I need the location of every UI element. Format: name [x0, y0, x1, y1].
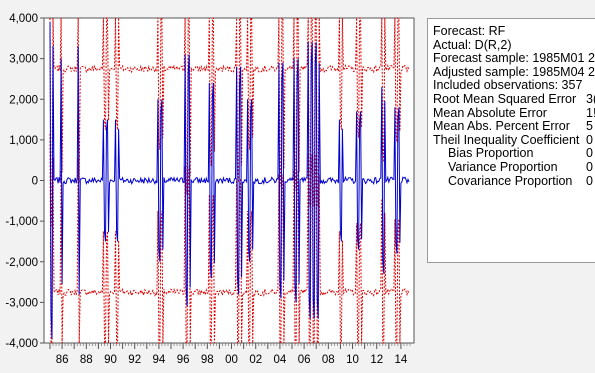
y-tick-label: 2,000	[9, 94, 38, 106]
y-tick-label: -3,000	[5, 297, 38, 309]
x-tick-label: 86	[56, 354, 69, 366]
stat-label: Variance Proportion	[448, 159, 558, 174]
x-tick-label: 96	[177, 354, 190, 366]
info-line: Forecast sample: 1985M01 201	[433, 52, 595, 66]
x-tick-label: 94	[153, 354, 166, 366]
stat-row: Covariance Proportion 0	[428, 173, 595, 189]
stat-label: Theil Inequality Coefficient	[433, 132, 580, 147]
stat-row: Theil Inequality Coefficient 0	[428, 132, 595, 148]
x-tick-label: 92	[128, 354, 141, 366]
stat-row: Root Mean Squared Error 3(	[428, 91, 595, 107]
y-tick-label: 0	[32, 176, 38, 188]
stat-label: Mean Absolute Error	[433, 105, 547, 120]
x-tick-label: 12	[370, 354, 383, 366]
info-line: Included observations: 357	[433, 79, 583, 93]
info-line: Actual: D(R,2)	[433, 38, 512, 52]
x-tick-label: 08	[322, 354, 335, 366]
x-tick-label: 90	[104, 354, 117, 366]
series-group	[49, 17, 410, 344]
forecast-statistics-panel: Forecast: RF Actual: D(R,2) Forecast sampl…	[427, 18, 595, 263]
x-tick-label: 10	[346, 354, 359, 366]
x-tick-label: 14	[395, 354, 408, 366]
stat-value: 0	[586, 159, 593, 174]
stat-label: Root Mean Squared Error	[433, 91, 577, 106]
stat-row: Mean Absolute Error 1!	[428, 105, 595, 121]
y-tick-label: 3,000	[9, 54, 38, 66]
x-axis: 86 88 90 92 94 96 98 00 02 04 06 08 10 12 14	[49, 343, 411, 366]
stat-row: Variance Proportion 0	[428, 159, 595, 175]
stat-value: 3(	[586, 91, 595, 106]
y-tick-label: 1,000	[9, 135, 38, 147]
stat-value: 0	[586, 146, 593, 161]
x-tick-label: 98	[201, 354, 214, 366]
stat-label: Bias Proportion	[448, 146, 534, 161]
lower-band-line	[49, 133, 410, 344]
stat-value: 0	[586, 132, 593, 147]
y-axis: 4,000 3,000 2,000 1,000 0 -1,000 -2,000 -3,000 -…	[5, 13, 44, 350]
x-tick-label: 04	[274, 354, 287, 366]
stat-value: 0	[586, 173, 593, 188]
x-tick-label: 06	[298, 354, 311, 366]
stat-label: Covariance Proportion	[448, 173, 573, 188]
info-line: Forecast: RF	[433, 25, 506, 38]
stat-value: 1!	[586, 105, 595, 120]
x-tick-label: 02	[249, 354, 262, 366]
upper-band-line	[49, 17, 410, 228]
x-tick-label: 00	[225, 354, 238, 366]
stat-row: Mean Abs. Percent Error 5	[428, 120, 595, 134]
forecast-info: Forecast: RF Actual: D(R,2) Forecast sampl…	[428, 25, 595, 93]
y-tick-label: -2,000	[5, 257, 38, 269]
stat-row: Bias Proportion 0	[428, 147, 595, 161]
forecast-line	[49, 22, 410, 339]
y-tick-label: 4,000	[9, 13, 38, 25]
stat-value: 5	[586, 119, 593, 134]
info-line: Adjusted sample: 1985M04 201	[433, 65, 595, 79]
y-tick-label: -4,000	[5, 338, 38, 350]
y-tick-label: -1,000	[5, 216, 38, 228]
stat-label: Mean Abs. Percent Error	[433, 119, 570, 134]
x-tick-label: 88	[80, 354, 93, 366]
